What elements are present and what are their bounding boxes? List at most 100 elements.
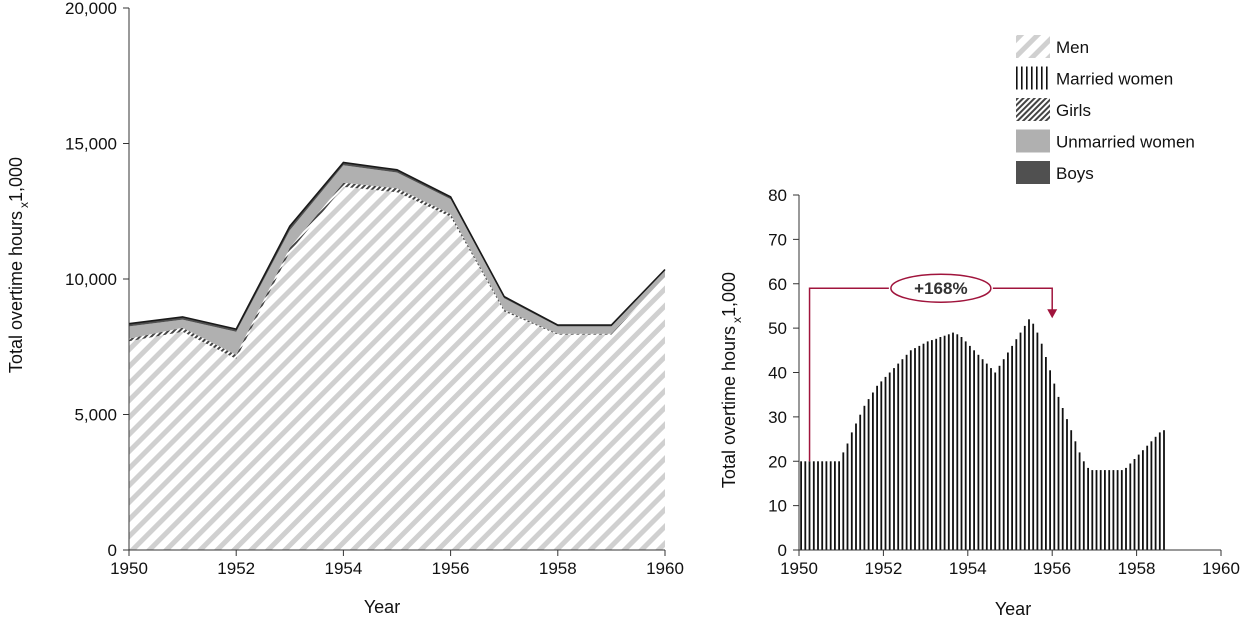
bar bbox=[1154, 436, 1157, 550]
bar bbox=[1066, 419, 1068, 550]
bar bbox=[1070, 430, 1073, 550]
bar bbox=[863, 405, 866, 550]
y-tick-label: 50 bbox=[768, 319, 787, 338]
y-tick-label: 60 bbox=[768, 275, 787, 294]
legend-item-boys: Boys bbox=[1016, 161, 1094, 184]
bar bbox=[943, 335, 946, 550]
bar bbox=[897, 363, 900, 550]
bar bbox=[985, 363, 988, 550]
bar bbox=[960, 337, 963, 550]
bar bbox=[1078, 452, 1081, 550]
bar bbox=[977, 354, 980, 551]
legend-item-unmarried-women: Unmarried women bbox=[1016, 129, 1195, 153]
x-tick-label: 1950 bbox=[780, 559, 818, 578]
bar bbox=[812, 461, 815, 551]
area-men bbox=[129, 186, 665, 550]
bar bbox=[1104, 470, 1106, 550]
x-tick-label: 1952 bbox=[864, 559, 902, 578]
x-axis-title: Year bbox=[364, 597, 400, 617]
bar bbox=[1032, 323, 1035, 550]
right-axes bbox=[798, 195, 1221, 551]
bar bbox=[909, 350, 912, 550]
legend-item-men: Men bbox=[1016, 35, 1089, 58]
x-tick-label: 1954 bbox=[324, 559, 362, 578]
y-axis-title: Total overtime hours x1,000 bbox=[719, 272, 744, 488]
bar bbox=[935, 338, 938, 550]
bar bbox=[1150, 441, 1153, 550]
bar bbox=[842, 452, 845, 550]
bar bbox=[876, 385, 878, 550]
bar bbox=[1057, 396, 1060, 550]
bar bbox=[859, 414, 862, 550]
bar bbox=[872, 392, 874, 550]
bar bbox=[1163, 430, 1165, 550]
y-tick-label: 70 bbox=[768, 230, 787, 249]
bar bbox=[1053, 383, 1056, 550]
annotation-right-bracket bbox=[992, 287, 1053, 312]
bar-series bbox=[800, 319, 1165, 551]
y-axis-title-main: Total overtime hours bbox=[719, 326, 739, 488]
y-tick-label: 10,000 bbox=[65, 270, 117, 289]
annotation-label: +168% bbox=[914, 279, 967, 298]
growth-annotation: +168% bbox=[808, 273, 1058, 462]
bar bbox=[804, 461, 807, 551]
bar bbox=[880, 381, 883, 550]
legend-label: Boys bbox=[1056, 164, 1094, 183]
y-tick-label: 0 bbox=[778, 541, 787, 560]
y-tick-labels: 0 5,000 10,000 15,000 20,000 bbox=[65, 0, 129, 560]
y-axis-title: Total overtime hours x1,000 bbox=[6, 157, 31, 373]
legend-label: Unmarried women bbox=[1056, 133, 1195, 152]
bar bbox=[990, 368, 992, 550]
x-tick-label: 1954 bbox=[949, 559, 987, 578]
bar bbox=[918, 345, 921, 550]
bar bbox=[1019, 332, 1022, 550]
bar bbox=[1087, 467, 1089, 550]
bar bbox=[1125, 467, 1127, 550]
y-tick-labels: 0 10 20 30 40 50 60 70 80 bbox=[768, 186, 799, 560]
bar bbox=[821, 461, 824, 551]
bar bbox=[1061, 408, 1064, 550]
x-tick-label: 1958 bbox=[1118, 559, 1156, 578]
y-axis-title-sub: x bbox=[730, 317, 744, 323]
bar bbox=[817, 461, 819, 551]
bar bbox=[1007, 352, 1009, 550]
bar bbox=[1074, 441, 1077, 550]
bar bbox=[888, 372, 891, 550]
bar bbox=[1002, 359, 1005, 550]
bar bbox=[931, 340, 933, 550]
bar bbox=[1108, 470, 1111, 550]
bar bbox=[1099, 470, 1102, 550]
bar bbox=[800, 461, 802, 551]
bar bbox=[969, 345, 971, 550]
y-axis-title-suffix: 1,000 bbox=[6, 157, 26, 202]
legend-swatch bbox=[1016, 98, 1050, 121]
bar bbox=[850, 432, 853, 550]
bar bbox=[1095, 470, 1098, 550]
bar bbox=[952, 332, 954, 550]
legend-label: Men bbox=[1056, 38, 1089, 57]
x-tick-labels: 1950 1952 1954 1956 1958 1960 bbox=[110, 550, 684, 578]
x-tick-label: 1956 bbox=[432, 559, 470, 578]
y-axis-title-main: Total overtime hours bbox=[6, 211, 26, 373]
bar bbox=[1133, 459, 1136, 550]
bar bbox=[1091, 470, 1094, 550]
bar bbox=[981, 359, 984, 550]
x-tick-label: 1958 bbox=[539, 559, 577, 578]
bar bbox=[829, 461, 832, 551]
bar bbox=[1028, 319, 1030, 551]
bar bbox=[901, 359, 904, 550]
bar bbox=[1045, 357, 1047, 550]
bar bbox=[947, 334, 950, 550]
y-tick-label: 15,000 bbox=[65, 135, 117, 154]
y-tick-label: 20,000 bbox=[65, 0, 117, 18]
bar bbox=[922, 343, 925, 550]
bar bbox=[914, 348, 916, 550]
x-tick-label: 1950 bbox=[110, 559, 148, 578]
bar bbox=[834, 461, 836, 551]
bar bbox=[1120, 470, 1123, 550]
y-tick-label: 0 bbox=[108, 541, 117, 560]
y-tick-label: 10 bbox=[768, 497, 787, 516]
bar bbox=[1146, 445, 1149, 550]
